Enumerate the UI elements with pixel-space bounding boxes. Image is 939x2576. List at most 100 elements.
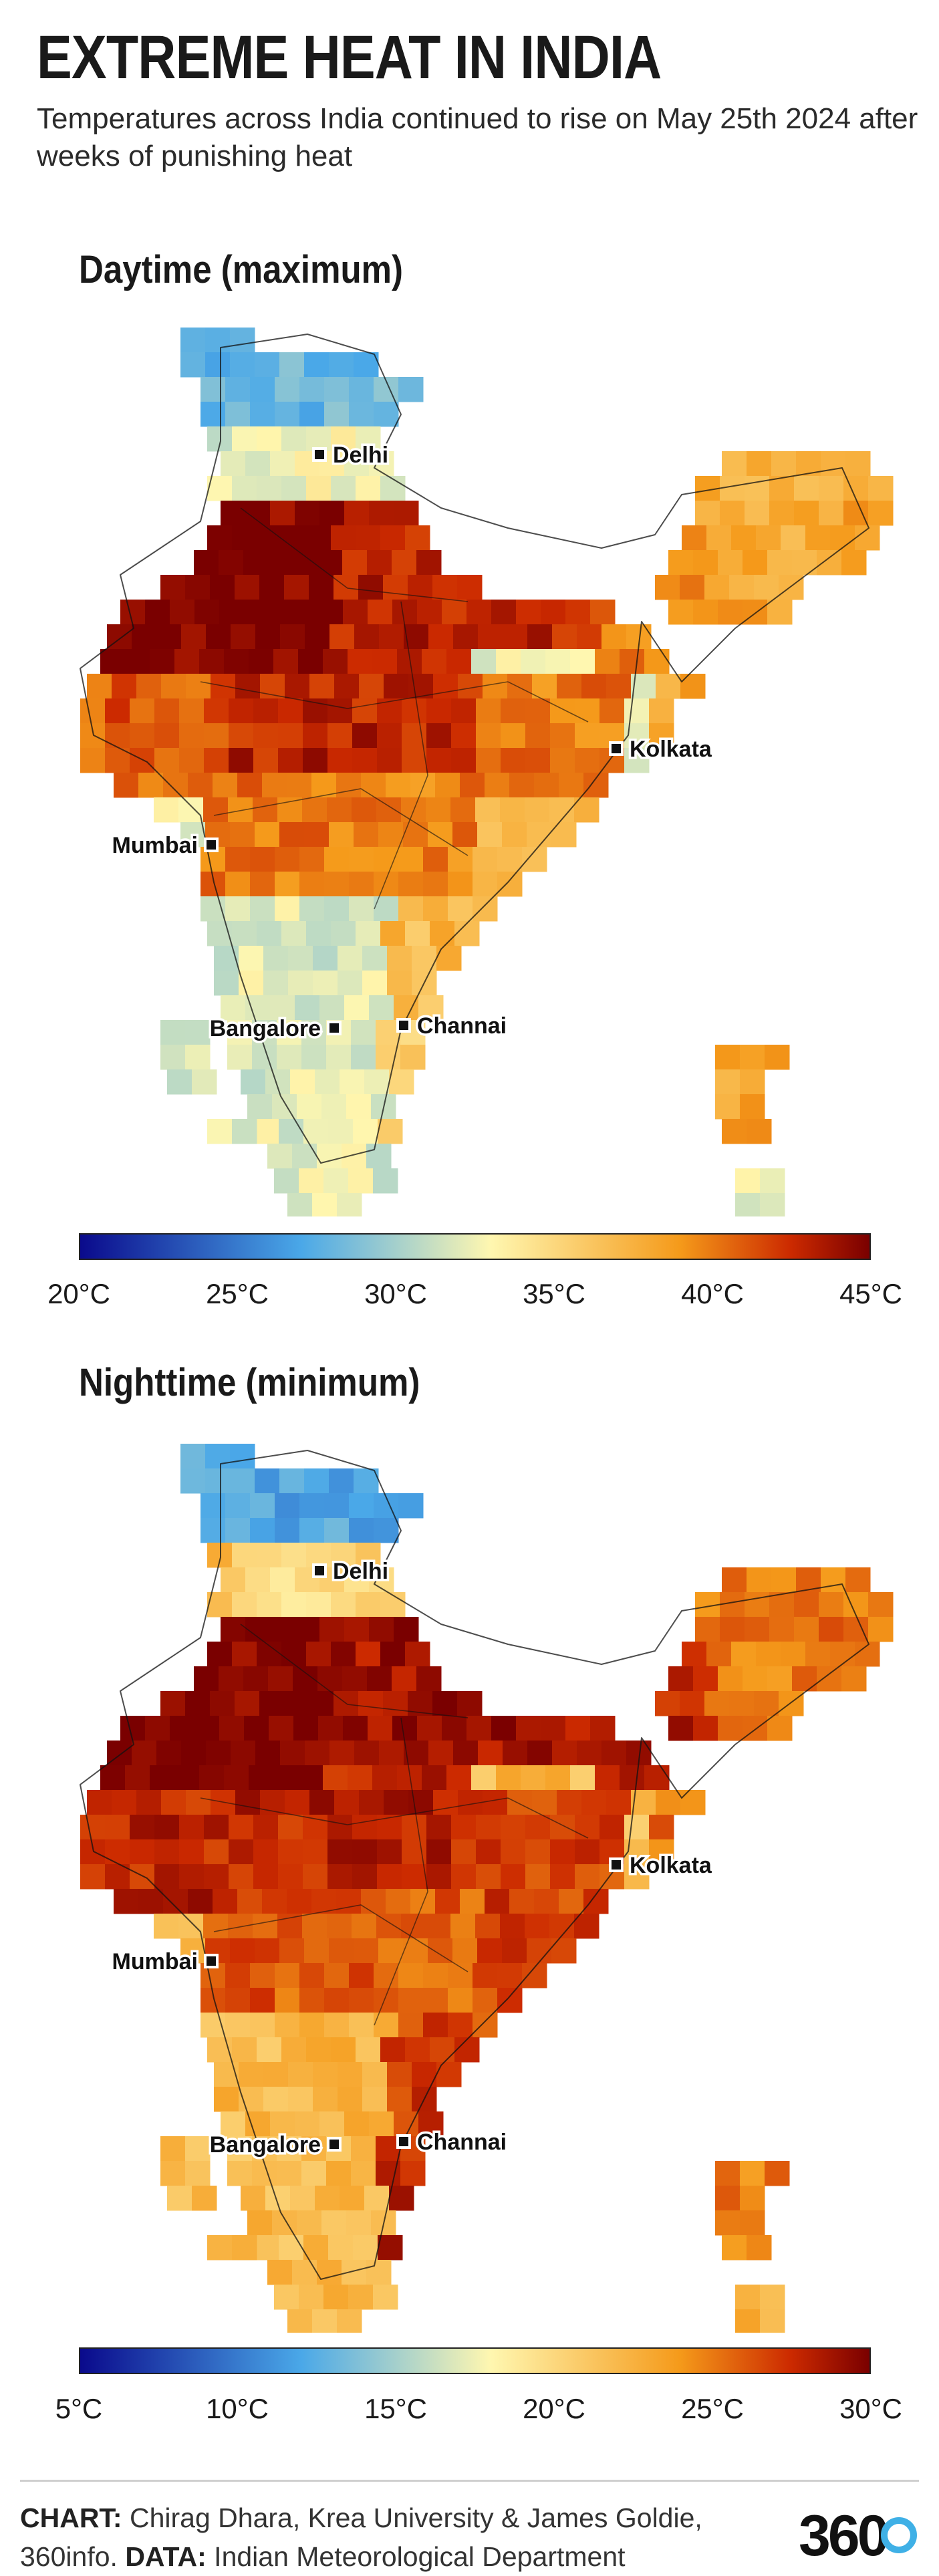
heatmap-cell [239, 946, 264, 971]
heatmap-cell [541, 1716, 566, 1741]
heatmap-cell [230, 1468, 255, 1494]
heatmap-cell [821, 1567, 846, 1593]
heatmap-cell [682, 1642, 707, 1667]
heatmap-cell [338, 2087, 363, 2112]
heatmap-cell [369, 501, 394, 526]
city-square-icon [327, 2137, 342, 2152]
page-subtitle: Temperatures across India continued to r… [37, 102, 918, 172]
heatmap-cell [398, 1988, 424, 2013]
heatmap-cell [309, 1790, 335, 1815]
city-marker-delhi: Delhi [312, 1557, 391, 1587]
heatmap-cell [720, 1592, 745, 1618]
heatmap-cell [433, 674, 458, 699]
heatmap-cell [496, 649, 521, 674]
heatmap-cell [649, 698, 674, 724]
heatmap-cell [760, 1193, 785, 1216]
heatmap-cell [387, 971, 412, 996]
heatmap-cell [491, 600, 517, 625]
footer-divider [20, 2480, 919, 2482]
heatmap-cell [412, 2062, 437, 2087]
heatmap-cell [105, 1815, 130, 1840]
heatmap-cell [373, 2285, 398, 2310]
heatmap-cell [359, 1790, 384, 1815]
heatmap-cell [354, 624, 380, 650]
heatmap-cell [278, 1815, 303, 1840]
heatmap-cell [243, 1666, 269, 1692]
heatmap-cell [194, 550, 219, 575]
heatmap-cell [756, 1642, 781, 1667]
heatmap-cell [250, 1963, 275, 1988]
heatmap-cell [105, 748, 130, 773]
heatmap-cell [130, 698, 155, 724]
heatmap-cell [301, 1045, 327, 1070]
heatmap-cell [298, 649, 323, 674]
heatmap-cell [161, 1790, 186, 1815]
heatmap-cell [253, 723, 279, 749]
city-square-icon [204, 1954, 219, 1968]
heatmap-cell [760, 2285, 785, 2310]
day-tick: 30°C [364, 1278, 427, 1309]
heatmap-cell [527, 1938, 552, 1964]
night-heatmap: Delhi Kolkata Mumbai Bangalore Channai [80, 1444, 894, 2333]
heatmap-cell [214, 971, 239, 996]
heatmap-cell [760, 1168, 785, 1194]
heatmap-cell [740, 2210, 765, 2236]
heatmap-cell [228, 1914, 253, 1939]
heatmap-cell [349, 1518, 374, 1543]
heatmap-cell [435, 1889, 460, 1914]
heatmap-cell [250, 896, 275, 922]
heatmap-cell [112, 674, 137, 699]
heatmap-cell [288, 946, 313, 971]
heatmap-cell [693, 1666, 718, 1692]
heatmap-cell [303, 748, 328, 773]
heatmap-cell [377, 1839, 402, 1865]
heatmap-cell [389, 2186, 414, 2211]
heatmap-cell [295, 2111, 320, 2137]
heatmap-cell [575, 1815, 600, 1840]
heatmap-cell [174, 649, 200, 674]
heatmap-cell [229, 1864, 254, 1890]
heatmap-cell [715, 2161, 741, 2186]
heatmap-cell [376, 1914, 402, 1939]
heatmap-cell [599, 1815, 625, 1840]
chart-credit: Chirag Dhara, Krea University & James Go… [20, 2502, 702, 2572]
heatmap-cell [426, 1914, 451, 1939]
state-border [374, 1717, 428, 2026]
heatmap-cell [433, 1790, 458, 1815]
heatmap-cell [331, 525, 356, 551]
heatmap-cell [432, 575, 458, 600]
heatmap-cell [235, 1691, 260, 1716]
heatmap-cell [624, 748, 650, 773]
heatmap-cell [380, 2037, 406, 2063]
heatmap-cell [342, 1144, 367, 1169]
heatmap-cell [354, 1468, 379, 1494]
heatmap-cell [398, 2013, 424, 2038]
heatmap-cell [559, 1889, 584, 1914]
heatmap-cell [740, 2186, 765, 2211]
heatmap-cell [315, 2186, 340, 2211]
heatmap-cell [199, 1765, 225, 1791]
heatmap-cell [502, 822, 527, 848]
heatmap-cell [319, 501, 345, 526]
heatmap-cell [194, 1716, 220, 1741]
heatmap-cell [374, 1518, 399, 1543]
heatmap-cell [442, 600, 467, 625]
heatmap-cell [206, 624, 231, 650]
heatmap-cell [781, 1642, 806, 1667]
heatmap-cell [372, 1765, 398, 1791]
heatmap-cell [225, 1518, 251, 1543]
city-marker-bangalore: Bangalore [207, 2130, 342, 2160]
heatmap-cell [769, 476, 795, 501]
heatmap-cell [655, 1691, 680, 1716]
heatmap-cell [250, 872, 275, 897]
heatmap-cell [160, 1691, 186, 1716]
heatmap-cell [368, 600, 393, 625]
heatmap-cell [213, 1889, 238, 1914]
heatmap-cell [150, 1765, 175, 1791]
heatmap-cell [361, 773, 386, 798]
heatmap-cell [351, 2161, 376, 2186]
heatmap-cell [460, 1889, 485, 1914]
heatmap-cell [525, 698, 551, 724]
heatmap-cell [575, 1839, 600, 1865]
heatmap-cell [328, 1119, 354, 1144]
